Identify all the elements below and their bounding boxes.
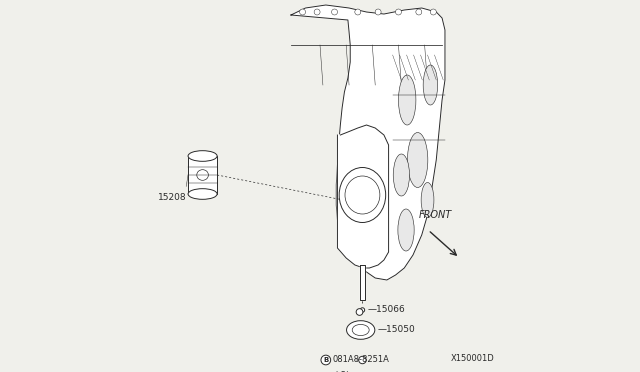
Ellipse shape — [356, 309, 363, 315]
Polygon shape — [360, 265, 365, 300]
Text: 081A8-8251A: 081A8-8251A — [333, 356, 389, 365]
Text: X150001D: X150001D — [451, 354, 495, 363]
Circle shape — [396, 9, 401, 15]
Circle shape — [355, 9, 361, 15]
Circle shape — [300, 9, 305, 15]
Polygon shape — [337, 125, 388, 268]
Ellipse shape — [345, 176, 380, 214]
Ellipse shape — [399, 75, 416, 125]
Ellipse shape — [398, 209, 414, 251]
Circle shape — [416, 9, 422, 15]
Text: FRONT: FRONT — [419, 210, 452, 220]
Circle shape — [332, 9, 337, 15]
Ellipse shape — [408, 132, 428, 187]
Bar — [188, 156, 217, 194]
Ellipse shape — [339, 167, 386, 222]
Ellipse shape — [188, 189, 217, 199]
Ellipse shape — [346, 321, 375, 339]
Circle shape — [321, 355, 331, 365]
Text: —15050: —15050 — [378, 326, 415, 334]
Ellipse shape — [393, 154, 410, 196]
Ellipse shape — [188, 151, 217, 161]
Circle shape — [360, 308, 365, 312]
Text: 15208: 15208 — [157, 193, 186, 202]
Circle shape — [358, 356, 366, 364]
Text: ( 2): ( 2) — [335, 371, 349, 372]
Circle shape — [314, 9, 320, 15]
Circle shape — [430, 9, 436, 15]
Ellipse shape — [421, 183, 434, 218]
Text: B: B — [323, 357, 328, 363]
Ellipse shape — [352, 324, 369, 336]
Text: —15066: —15066 — [367, 305, 405, 314]
Polygon shape — [291, 5, 445, 280]
Ellipse shape — [423, 65, 438, 105]
Circle shape — [375, 9, 381, 15]
Ellipse shape — [196, 170, 209, 180]
